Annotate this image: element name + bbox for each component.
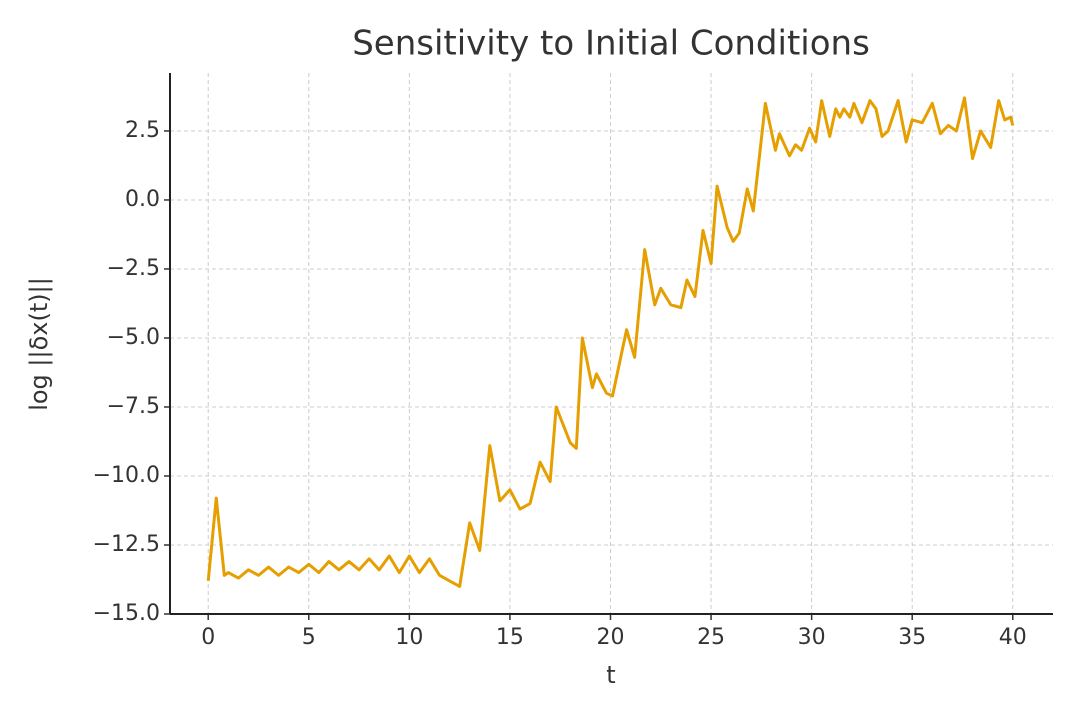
y-tick-label: 0.0 <box>125 187 160 212</box>
data-line <box>206 96 1015 588</box>
y-tick-label: −15.0 <box>93 601 160 626</box>
x-tick-label: 5 <box>302 625 316 650</box>
x-tick-label: 35 <box>898 625 926 650</box>
x-tick-label: 40 <box>999 625 1027 650</box>
x-axis-label: t <box>606 661 615 689</box>
x-tick-label: 10 <box>395 625 423 650</box>
y-tick-label: −2.5 <box>107 256 160 281</box>
x-tick-label: 20 <box>596 625 624 650</box>
y-tick-label: 2.5 <box>125 118 160 143</box>
chart-title: Sensitivity to Initial Conditions <box>352 24 870 64</box>
x-tick-label: 0 <box>201 625 215 650</box>
y-tick-label: −5.0 <box>107 325 160 350</box>
x-tick-label: 15 <box>496 625 524 650</box>
y-tick-label: −10.0 <box>93 463 160 488</box>
y-tick-label: −7.5 <box>107 394 160 419</box>
x-tick-label: 25 <box>697 625 725 650</box>
y-tick-label: −12.5 <box>93 532 160 557</box>
y-axis-label: log ||δx(t)|| <box>25 277 53 411</box>
x-tick-label: 30 <box>798 625 826 650</box>
